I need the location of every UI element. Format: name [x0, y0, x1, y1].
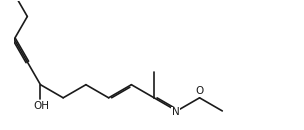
Text: N: N — [172, 107, 179, 117]
Text: O: O — [195, 86, 204, 96]
Text: OH: OH — [34, 101, 50, 111]
